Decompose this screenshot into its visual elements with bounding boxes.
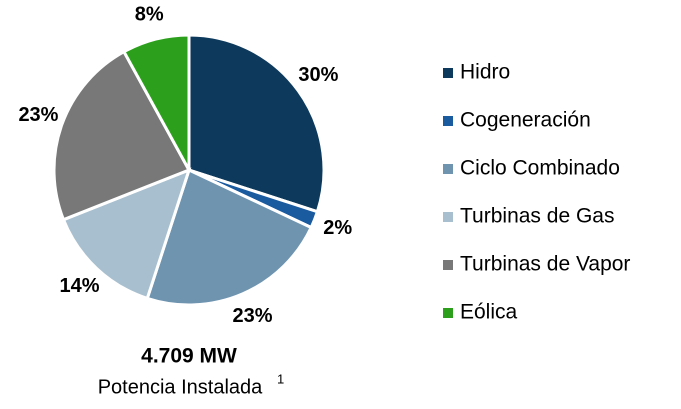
legend-label: Eólica — [460, 301, 518, 324]
legend-label: Cogeneración — [460, 109, 591, 132]
total: 4.709 MW — [141, 345, 237, 368]
pie-slice — [145, 167, 314, 307]
data-label: 23% — [18, 104, 58, 126]
legend-swatch — [443, 212, 453, 222]
legend-label: Hidro — [460, 61, 510, 84]
legend-swatch — [443, 68, 453, 78]
pie-slice — [187, 33, 326, 214]
pie-slice — [52, 49, 192, 222]
data-label: 8% — [135, 3, 164, 25]
legend-label: Turbinas de Vapor — [460, 253, 630, 276]
data-label: 23% — [233, 305, 273, 327]
data-label: 14% — [59, 275, 99, 297]
footnote-mark: 1 — [277, 371, 284, 386]
legend-swatch — [443, 164, 453, 174]
caption: Potencia Instalada — [98, 376, 263, 398]
legend-swatch — [443, 260, 453, 270]
legend-label: Ciclo Combinado — [460, 157, 620, 180]
pie-slice — [61, 167, 192, 301]
pie-slice — [121, 33, 191, 171]
legend-label: Turbinas de Gas — [460, 205, 614, 228]
data-label: 30% — [298, 64, 338, 86]
data-label: 2% — [323, 217, 352, 239]
legend-swatch — [443, 308, 453, 318]
legend-swatch — [443, 116, 453, 126]
